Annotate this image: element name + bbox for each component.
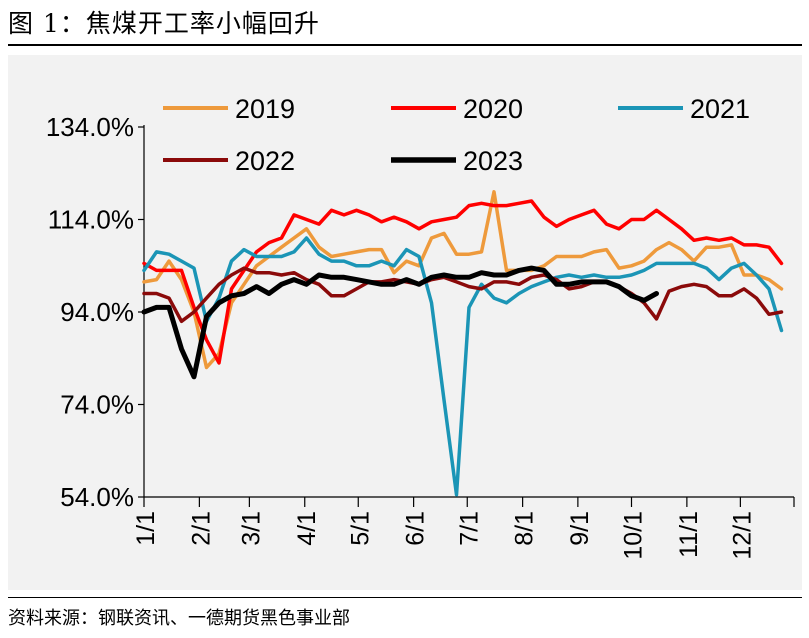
x-tick-label: 12/1 [728,511,756,560]
legend-label-2019: 2019 [235,94,295,124]
x-tick-label: 7/1 [455,511,483,546]
source-rule [8,597,802,598]
x-tick-label: 6/1 [402,511,430,546]
source-note: 资料来源：钢联资讯、一德期货黑色事业部 [8,608,350,629]
y-axis-ticks: 54.0% 74.0% 94.0% 114.0% 134.0% [46,112,144,512]
legend-label-2020: 2020 [463,94,523,124]
series-line-2019 [142,190,784,370]
x-tick-label: 11/1 [675,511,703,558]
series-lines [141,190,784,497]
legend-label-2021: 2021 [690,94,750,124]
series-line-2021 [142,236,784,497]
series-line-2023 [141,265,659,380]
x-tick-label: 8/1 [511,511,539,546]
title-rule [8,44,802,46]
series-line-2022 [142,266,784,324]
y-tick-label: 114.0% [48,205,134,235]
line-chart: 54.0% 74.0% 94.0% 114.0% 134.0% 1/1 2/1 3/1 4/1… [46,94,795,560]
x-tick-label: 1/1 [132,511,160,546]
x-tick-label: 4/1 [293,511,321,546]
legend-label-2023: 2023 [463,146,523,176]
series-line-2020 [142,199,784,365]
x-tick-label: 3/1 [237,511,265,546]
x-tick-label: 5/1 [346,511,374,546]
y-tick-label: 134.0% [46,112,134,142]
x-tick-label: 2/1 [187,511,215,546]
x-axis-ticks: 1/1 2/1 3/1 4/1 5/1 6/1 7/1 8/1 9/1 10/1 11/1 12/1 [132,497,795,560]
chart-area: 54.0% 74.0% 94.0% 114.0% 134.0% 1/1 2/1 3/1 4/1… [8,55,802,590]
y-tick-label: 54.0% [60,482,134,512]
chart-title: 图 1：焦煤开工率小幅回升 [8,9,320,38]
y-tick-label: 94.0% [60,297,134,327]
x-tick-label: 9/1 [566,511,594,546]
legend: 2019 2020 2021 2022 2023 [163,94,750,176]
y-tick-label: 74.0% [60,390,134,420]
x-tick-label: 10/1 [620,511,648,560]
legend-label-2022: 2022 [235,146,295,176]
